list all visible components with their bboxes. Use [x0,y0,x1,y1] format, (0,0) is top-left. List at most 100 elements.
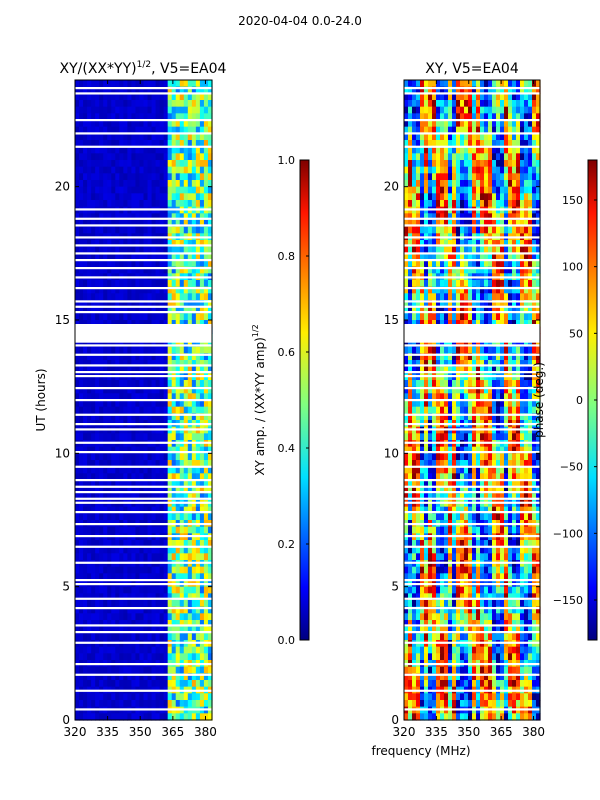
heatmap-cell [512,166,517,174]
heatmap-cell [103,413,108,421]
heatmap-cell [179,413,185,421]
heatmap-cell [424,226,429,234]
heatmap-cell [115,573,120,581]
heatmap-cell [512,100,517,108]
heatmap-cell [179,646,185,654]
heatmap-cell [103,180,108,188]
heatmap-cell [79,226,84,234]
heatmap-cell [456,306,461,314]
heatmap-cell [464,313,469,321]
heatmap-cell [147,573,153,581]
heatmap-cell [195,220,201,228]
heatmap-cell [139,293,145,301]
heatmap-cell [183,406,189,414]
heatmap-cell [175,140,181,148]
heatmap-cell [87,486,92,494]
heatmap-cell [456,113,461,121]
heatmap-cell [163,620,169,628]
heatmap-cell [103,620,108,628]
heatmap-cell [195,353,201,361]
heatmap-cell [91,266,96,274]
heatmap-cell [480,340,485,348]
heatmap-cell [516,380,521,388]
heatmap-cell [488,240,493,248]
heatmap-cell [99,286,104,294]
heatmap-cell [448,380,453,388]
heatmap-cell [155,460,161,468]
heatmap-cell [504,146,509,154]
heatmap-cell [159,593,165,601]
heatmap-cell [484,153,489,161]
heatmap-cell [83,200,88,208]
x-tick-label: 350 [129,725,152,739]
heatmap-cell [83,600,88,608]
heatmap-cell [135,106,141,114]
heatmap-cell [91,186,96,194]
heatmap-cell [75,346,80,354]
heatmap-cell [508,360,513,368]
heatmap-cell [191,366,197,374]
heatmap-cell [404,113,409,121]
heatmap-cell [75,320,80,328]
heatmap-cell [488,293,493,301]
heatmap-cell [183,680,189,688]
heatmap-cell [135,446,141,454]
heatmap-cell [428,173,433,181]
heatmap-cell [492,180,497,188]
heatmap-cell [524,366,529,374]
heatmap-cell [476,213,481,221]
heatmap-cell [107,573,112,581]
heatmap-cell [444,80,449,88]
heatmap-cell [155,606,161,614]
heatmap-cell [147,486,153,494]
heatmap-cell [163,360,169,368]
heatmap-cell [207,666,213,674]
heatmap-cell [448,353,453,361]
heatmap-cell [420,86,425,94]
heatmap-cell [464,186,469,194]
heatmap-cell [195,166,201,174]
heatmap-cell [99,593,104,601]
heatmap-cell [95,553,100,561]
heatmap-cell [75,180,80,188]
flagged-row [75,371,212,374]
heatmap-cell [83,653,88,661]
heatmap-cell [111,173,116,181]
heatmap-cell [139,306,145,314]
heatmap-cell [91,100,96,108]
heatmap-cell [404,380,409,388]
heatmap-cell [95,133,100,141]
heatmap-cell [520,146,525,154]
heatmap-cell [203,293,209,301]
heatmap-cell [103,540,108,548]
heatmap-cell [203,606,209,614]
heatmap-cell [75,360,80,368]
heatmap-cell [155,493,161,501]
heatmap-cell [448,166,453,174]
heatmap-cell [448,213,453,221]
heatmap-cell [107,153,112,161]
heatmap-cell [183,220,189,228]
heatmap-cell [127,540,133,548]
heatmap-cell [179,380,185,388]
heatmap-cell [143,340,149,348]
heatmap-cell [536,266,541,274]
heatmap-cell [199,300,205,308]
heatmap-cell [408,340,413,348]
heatmap-cell [536,380,541,388]
heatmap-cell [440,313,445,321]
heatmap-cell [111,133,116,141]
heatmap-cell [143,666,149,674]
heatmap-cell [175,106,181,114]
heatmap-cell [155,146,161,154]
heatmap-cell [448,226,453,234]
heatmap-cell [516,126,521,134]
heatmap-cell [139,113,145,121]
heatmap-cell [404,246,409,254]
heatmap-cell [488,193,493,201]
heatmap-cell [155,673,161,681]
heatmap-cell [91,113,96,121]
heatmap-cell [207,646,213,654]
heatmap-cell [163,700,169,708]
heatmap-cell [163,240,169,248]
